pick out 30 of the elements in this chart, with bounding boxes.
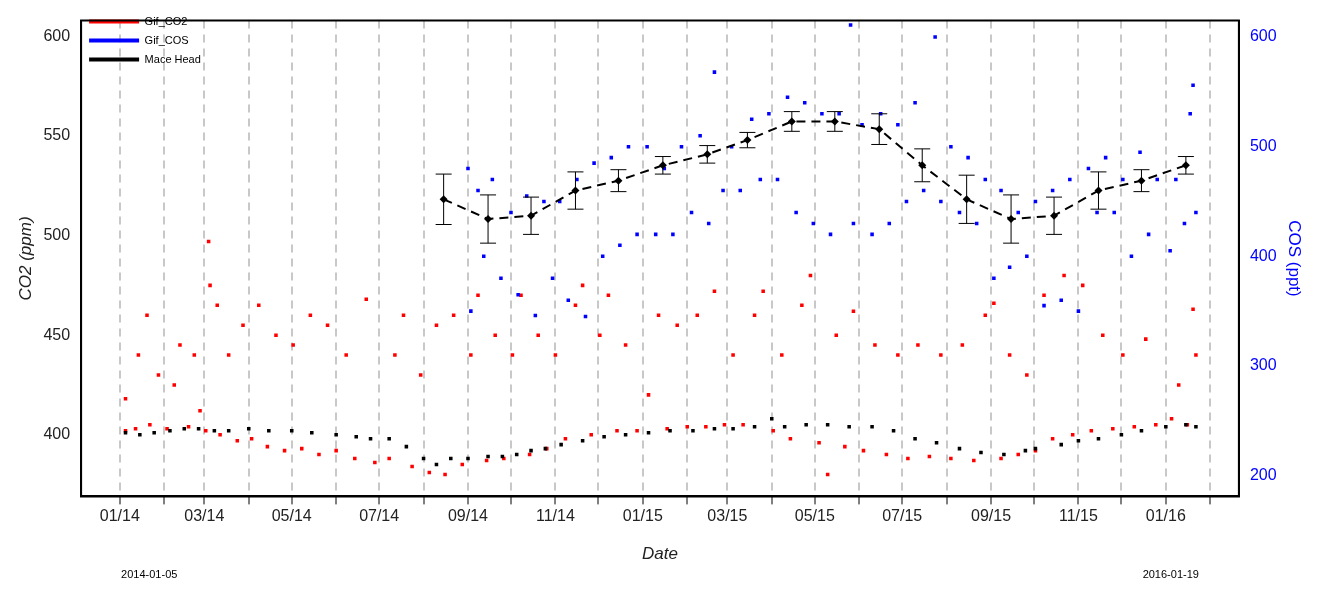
- y-tick-label: 500: [43, 226, 71, 244]
- text: 2016-01-19: [1142, 568, 1199, 580]
- y-axis-title: CO2 (ppm): [15, 216, 35, 301]
- y2-tick-label: 300: [1249, 356, 1277, 374]
- y2-tick-label: 400: [1249, 246, 1277, 264]
- y2-tick-label: 600: [1249, 27, 1277, 45]
- x-tick-label: 11/15: [1058, 507, 1098, 525]
- y2-tick-label: 200: [1249, 465, 1277, 483]
- legend-label: Mace Head: [144, 52, 201, 65]
- x-tick-label: 01/15: [622, 507, 663, 525]
- x-axis-title: Date: [642, 543, 678, 563]
- x-tick-label: 07/14: [359, 507, 400, 525]
- x-tick-label: 01/14: [99, 507, 140, 525]
- y2-tick-label: 500: [1249, 137, 1277, 155]
- x-tick-label: 09/14: [447, 507, 489, 525]
- y-tick-label: 400: [43, 425, 71, 443]
- x-tick-label: 03/15: [707, 507, 748, 525]
- x-tick-label: 09/15: [970, 507, 1012, 525]
- legend-label: Gif_COS: [144, 33, 189, 46]
- text: 2014-01-05: [121, 568, 178, 580]
- y-tick-label: 600: [43, 26, 71, 44]
- y2-axis-title: COS (ppt): [1285, 220, 1305, 297]
- x-tick-label: 11/14: [535, 507, 575, 525]
- x-tick-label: 05/14: [271, 507, 312, 525]
- y-tick-label: 550: [43, 126, 71, 144]
- x-tick-label: 07/15: [882, 507, 923, 525]
- x-tick-label: 05/15: [794, 507, 835, 525]
- y-tick-label: 450: [43, 325, 71, 343]
- x-tick-label: 03/14: [184, 507, 225, 525]
- x-tick-label: 01/16: [1145, 507, 1186, 525]
